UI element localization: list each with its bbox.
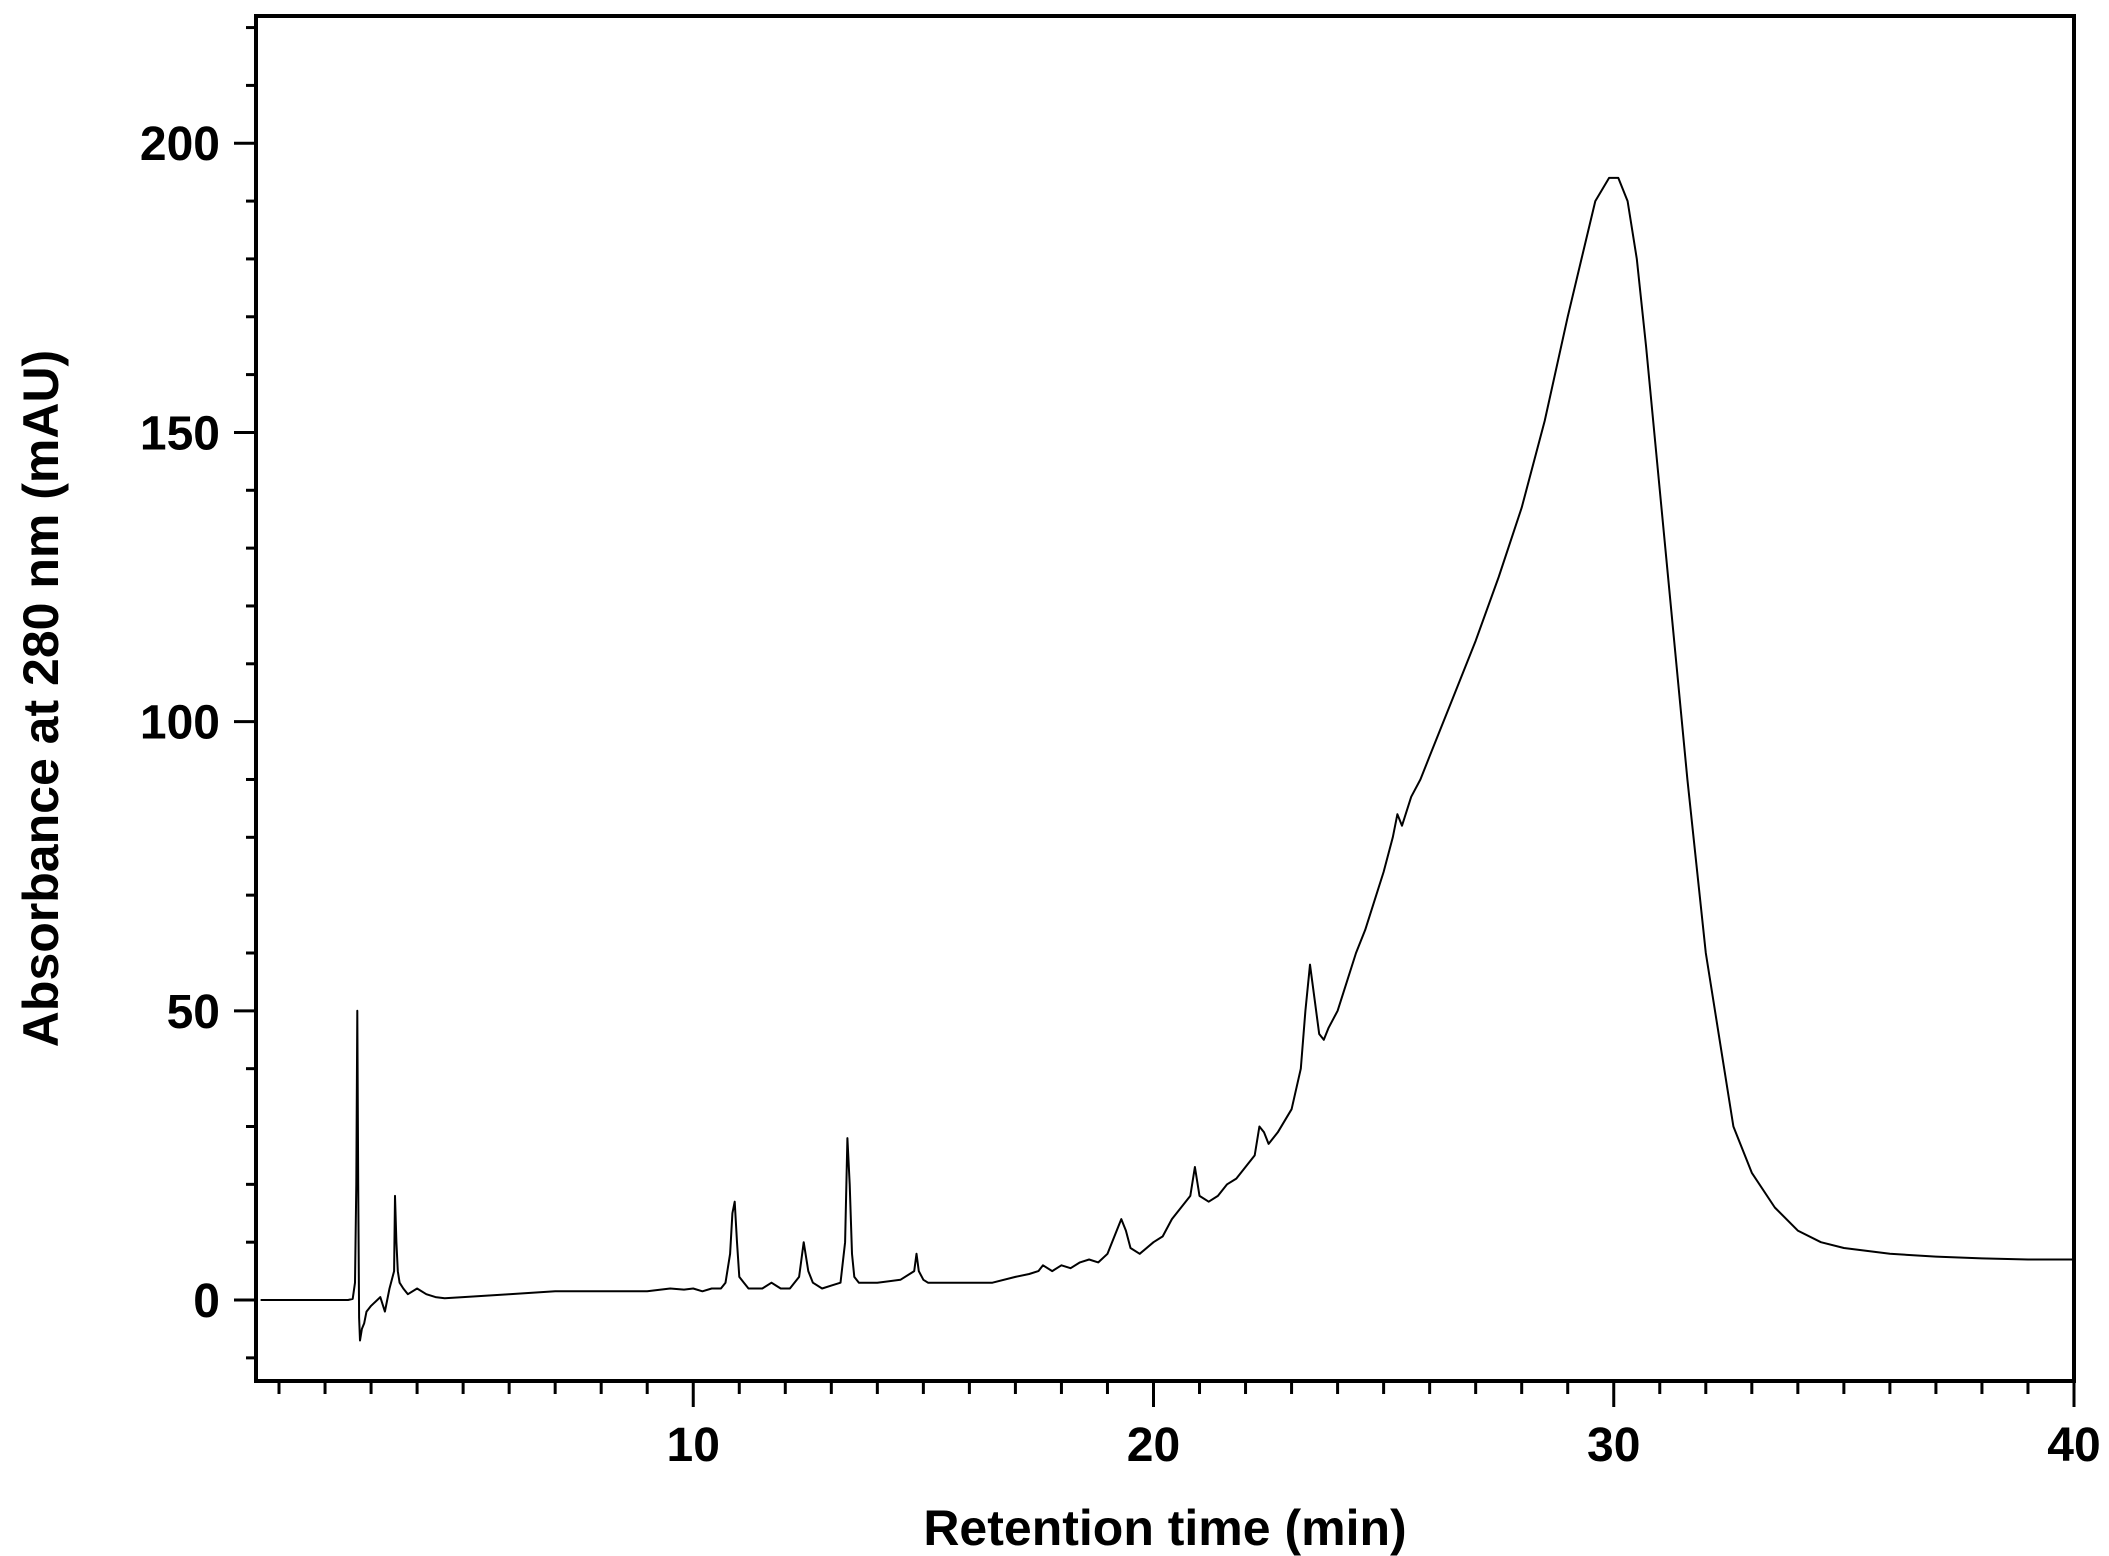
x-tick-label: 40 [2047,1419,2100,1472]
major-ticks [234,141,2076,1407]
x-tick-label: 10 [667,1419,720,1472]
minor-ticks [246,26,2030,1394]
absorbance-trace [260,176,2074,1342]
y-tick-label: 200 [140,118,220,171]
x-tick-label: 30 [1587,1419,1640,1472]
y-tick-label: 150 [140,407,220,460]
tick-labels: 10 20 30 40 0 50 100 150 200 [140,118,2101,1472]
y-axis-title: Absorbance at 280 nm (mAU) [13,350,69,1047]
y-tick-label: 100 [140,697,220,750]
x-axis-title: Retention time (min) [923,1500,1406,1556]
y-tick-label: 0 [193,1275,220,1328]
y-tick-label: 50 [167,986,220,1039]
plot-frame [254,14,2076,1383]
x-tick-label: 20 [1127,1419,1180,1472]
